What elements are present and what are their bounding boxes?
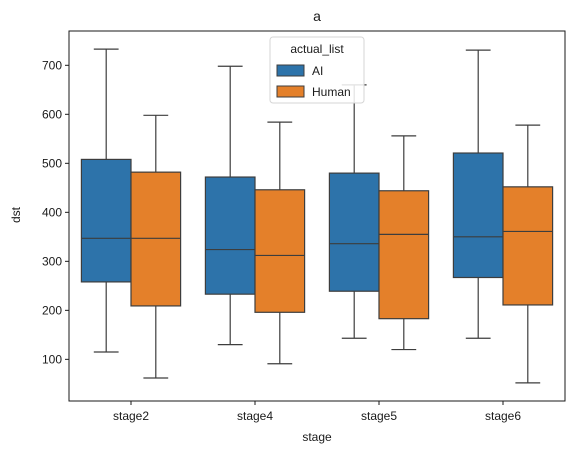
legend-swatch-ai bbox=[276, 64, 305, 77]
box-human-stage2 bbox=[130, 114, 182, 379]
iqr-box bbox=[204, 176, 256, 295]
box-human-stage6 bbox=[502, 124, 554, 384]
iqr-box bbox=[378, 190, 430, 320]
iqr-box bbox=[502, 186, 554, 306]
plot-frame bbox=[68, 30, 566, 402]
legend-swatch-human bbox=[276, 85, 305, 98]
chart-title: a bbox=[313, 8, 321, 24]
iqr-box bbox=[328, 172, 380, 292]
y-tick-label: 400 bbox=[42, 205, 62, 219]
iqr-box bbox=[130, 171, 182, 307]
y-tick-label: 100 bbox=[42, 352, 62, 366]
y-tick-label: 500 bbox=[42, 156, 62, 170]
iqr-box bbox=[80, 158, 132, 283]
box-human-stage5 bbox=[378, 135, 430, 351]
iqr-box bbox=[254, 189, 306, 313]
y-axis-label: dst bbox=[9, 206, 23, 223]
x-axis-label: stage bbox=[302, 430, 332, 444]
x-tick-label: stage2 bbox=[113, 409, 149, 423]
iqr-box bbox=[452, 152, 504, 279]
y-tick-label: 300 bbox=[42, 254, 62, 268]
axes: 100 200 300 400 500 600 700 stage2 stage4 stage5 s… bbox=[42, 30, 566, 423]
box-ai-stage4 bbox=[204, 65, 256, 346]
y-tick-label: 200 bbox=[42, 303, 62, 317]
x-tick-label: stage6 bbox=[485, 409, 521, 423]
x-tick-label: stage4 bbox=[237, 409, 273, 423]
x-tick-label: stage5 bbox=[361, 409, 397, 423]
y-tick-label: 700 bbox=[42, 58, 62, 72]
legend-title: actual_list bbox=[290, 42, 344, 56]
y-tick-label: 600 bbox=[42, 107, 62, 121]
box-ai-stage6 bbox=[452, 49, 504, 339]
box-ai-stage5 bbox=[328, 84, 380, 339]
legend-label-ai: AI bbox=[312, 64, 323, 78]
plot-area bbox=[80, 48, 554, 384]
legend-label-human: Human bbox=[312, 85, 351, 99]
legend: actual_list AI Human bbox=[269, 36, 365, 104]
box-ai-stage2 bbox=[80, 48, 132, 353]
box-human-stage4 bbox=[254, 121, 306, 365]
